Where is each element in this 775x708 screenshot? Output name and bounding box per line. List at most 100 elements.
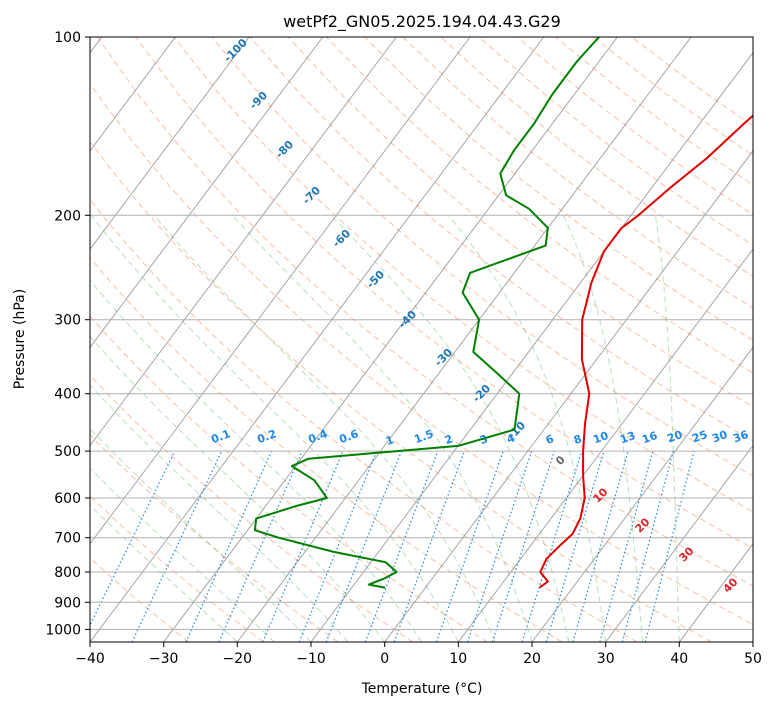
x-axis-label: Temperature (°C)	[361, 681, 483, 697]
chart-title: wetPf2_GN05.2025.194.04.43.G29	[283, 12, 561, 32]
x-tick-label: 10	[449, 651, 467, 667]
y-axis: 1000 900 800 700 600 500 400 300 200 100	[45, 30, 90, 638]
moist-adiabat	[654, 215, 680, 642]
dry-adiabat	[90, 198, 638, 642]
isotherm	[163, 37, 618, 642]
y-tick-label: 800	[54, 565, 81, 581]
isotherm	[384, 150, 753, 642]
y-tick-label: 600	[54, 491, 81, 507]
mixing-ratio-line	[621, 450, 674, 642]
isotherm	[90, 37, 250, 250]
mixing-ratio-label: 20	[665, 428, 684, 446]
mixing-ratio-line	[572, 450, 629, 642]
mixing-ratio-line	[491, 450, 555, 642]
dry-adiabat	[211, 37, 753, 477]
dry-adiabat	[96, 37, 753, 587]
isotherm	[531, 346, 753, 642]
mixing-ratio-label: 1.5	[412, 427, 435, 446]
mixing-ratio-label: 3	[478, 432, 490, 447]
x-tick-label: 20	[523, 651, 541, 667]
dry-adiabat	[90, 140, 712, 642]
plot-frame	[89, 36, 754, 643]
mixing-ratio-label: 4	[505, 431, 517, 446]
mixing-ratio-labels: 0.1 0.2 0.4 0.6 1 1.5 2 3 4 6 8 10 13 16 20 25 30 36	[209, 427, 750, 448]
mixing-ratio-label: 0.6	[337, 427, 360, 446]
mixing-ratio-label: 6	[544, 432, 556, 447]
isotherm	[457, 248, 753, 642]
moist-adiabat	[330, 214, 570, 642]
mixing-ratio-line	[90, 450, 176, 627]
mixing-ratio-label: 2	[443, 432, 455, 447]
x-tick-label: 40	[670, 651, 688, 667]
x-tick-label: −20	[223, 651, 253, 667]
y-tick-label: 200	[54, 208, 81, 224]
y-tick-label: 100	[54, 30, 81, 46]
x-tick-label: 50	[744, 651, 762, 667]
y-tick-label: 400	[54, 387, 81, 403]
isotherm	[236, 37, 692, 642]
isotherm	[605, 444, 753, 642]
mixing-ratio-label: 25	[690, 428, 709, 445]
y-axis-label: Pressure (hPa)	[12, 289, 28, 389]
mixing-ratio-label: 10	[591, 429, 610, 447]
mixing-ratio-line	[218, 450, 303, 642]
mixing-ratio-line	[262, 450, 344, 642]
x-tick-label: −10	[296, 651, 326, 667]
moist-adiabat	[90, 279, 422, 642]
mixing-ratio-label: 0.2	[255, 427, 278, 446]
profile-series	[253, 37, 753, 589]
isotherm	[90, 37, 471, 545]
mixing-ratio-label: 30	[710, 428, 729, 446]
mixing-ratio-label: 8	[572, 432, 584, 447]
dry-adiabat	[135, 37, 753, 549]
isotherm	[90, 37, 397, 447]
mixing-ratio-line	[466, 450, 533, 642]
mixing-ratio-label: 0.1	[209, 427, 232, 446]
dry-adiabat	[90, 256, 563, 642]
mixing-ratio-label: 13	[618, 429, 637, 446]
isotherm	[90, 37, 545, 642]
mixing-ratio-label: 16	[640, 429, 659, 447]
mixing-ratio-line	[521, 450, 583, 642]
y-tick-label: 1000	[45, 622, 81, 638]
x-tick-label: −40	[75, 651, 105, 667]
dry-adiabat	[249, 37, 753, 442]
isotherm	[90, 37, 176, 152]
dewpoint-profile	[253, 37, 600, 589]
dry-adiabat	[402, 37, 753, 309]
y-tick-label: 300	[54, 313, 81, 329]
moist-adiabat	[563, 215, 643, 642]
mixing-ratio-line	[393, 450, 465, 642]
mixing-ratio-line	[644, 450, 695, 642]
y-tick-label: 700	[54, 531, 81, 547]
temperature-profile	[539, 114, 753, 589]
background-lines	[90, 37, 753, 642]
dry-adiabat	[90, 434, 339, 642]
isotherm	[90, 37, 324, 349]
moist-adiabat	[90, 335, 386, 642]
moist-adiabat	[90, 427, 312, 642]
x-tick-label: −30	[149, 651, 179, 667]
isotherm	[310, 51, 753, 642]
dry-adiabat	[364, 37, 753, 341]
mixing-ratio-line	[599, 450, 654, 642]
moist-adiabat	[153, 214, 496, 642]
mixing-ratio-label: 1	[384, 433, 396, 448]
mixing-ratio-line	[545, 450, 605, 642]
moist-adiabat	[232, 214, 533, 642]
moist-adiabat	[90, 214, 459, 642]
y-tick-label: 900	[54, 595, 81, 611]
mixing-ratio-line	[435, 450, 504, 642]
x-tick-label: 0	[380, 651, 389, 667]
y-tick-label: 500	[54, 444, 81, 460]
x-axis: −40 −30 −20 −10 0 10 20 30 40 50	[75, 642, 762, 667]
mixing-ratio-label: 0.4	[306, 427, 329, 446]
mixing-ratio-line	[131, 450, 223, 642]
mixing-ratio-label: 36	[731, 428, 750, 446]
mixing-ratio-line	[185, 450, 273, 642]
dry-adiabat	[173, 37, 753, 513]
x-tick-label: 30	[597, 651, 615, 667]
moist-adiabat	[90, 504, 238, 642]
dry-adiabat	[90, 82, 753, 625]
